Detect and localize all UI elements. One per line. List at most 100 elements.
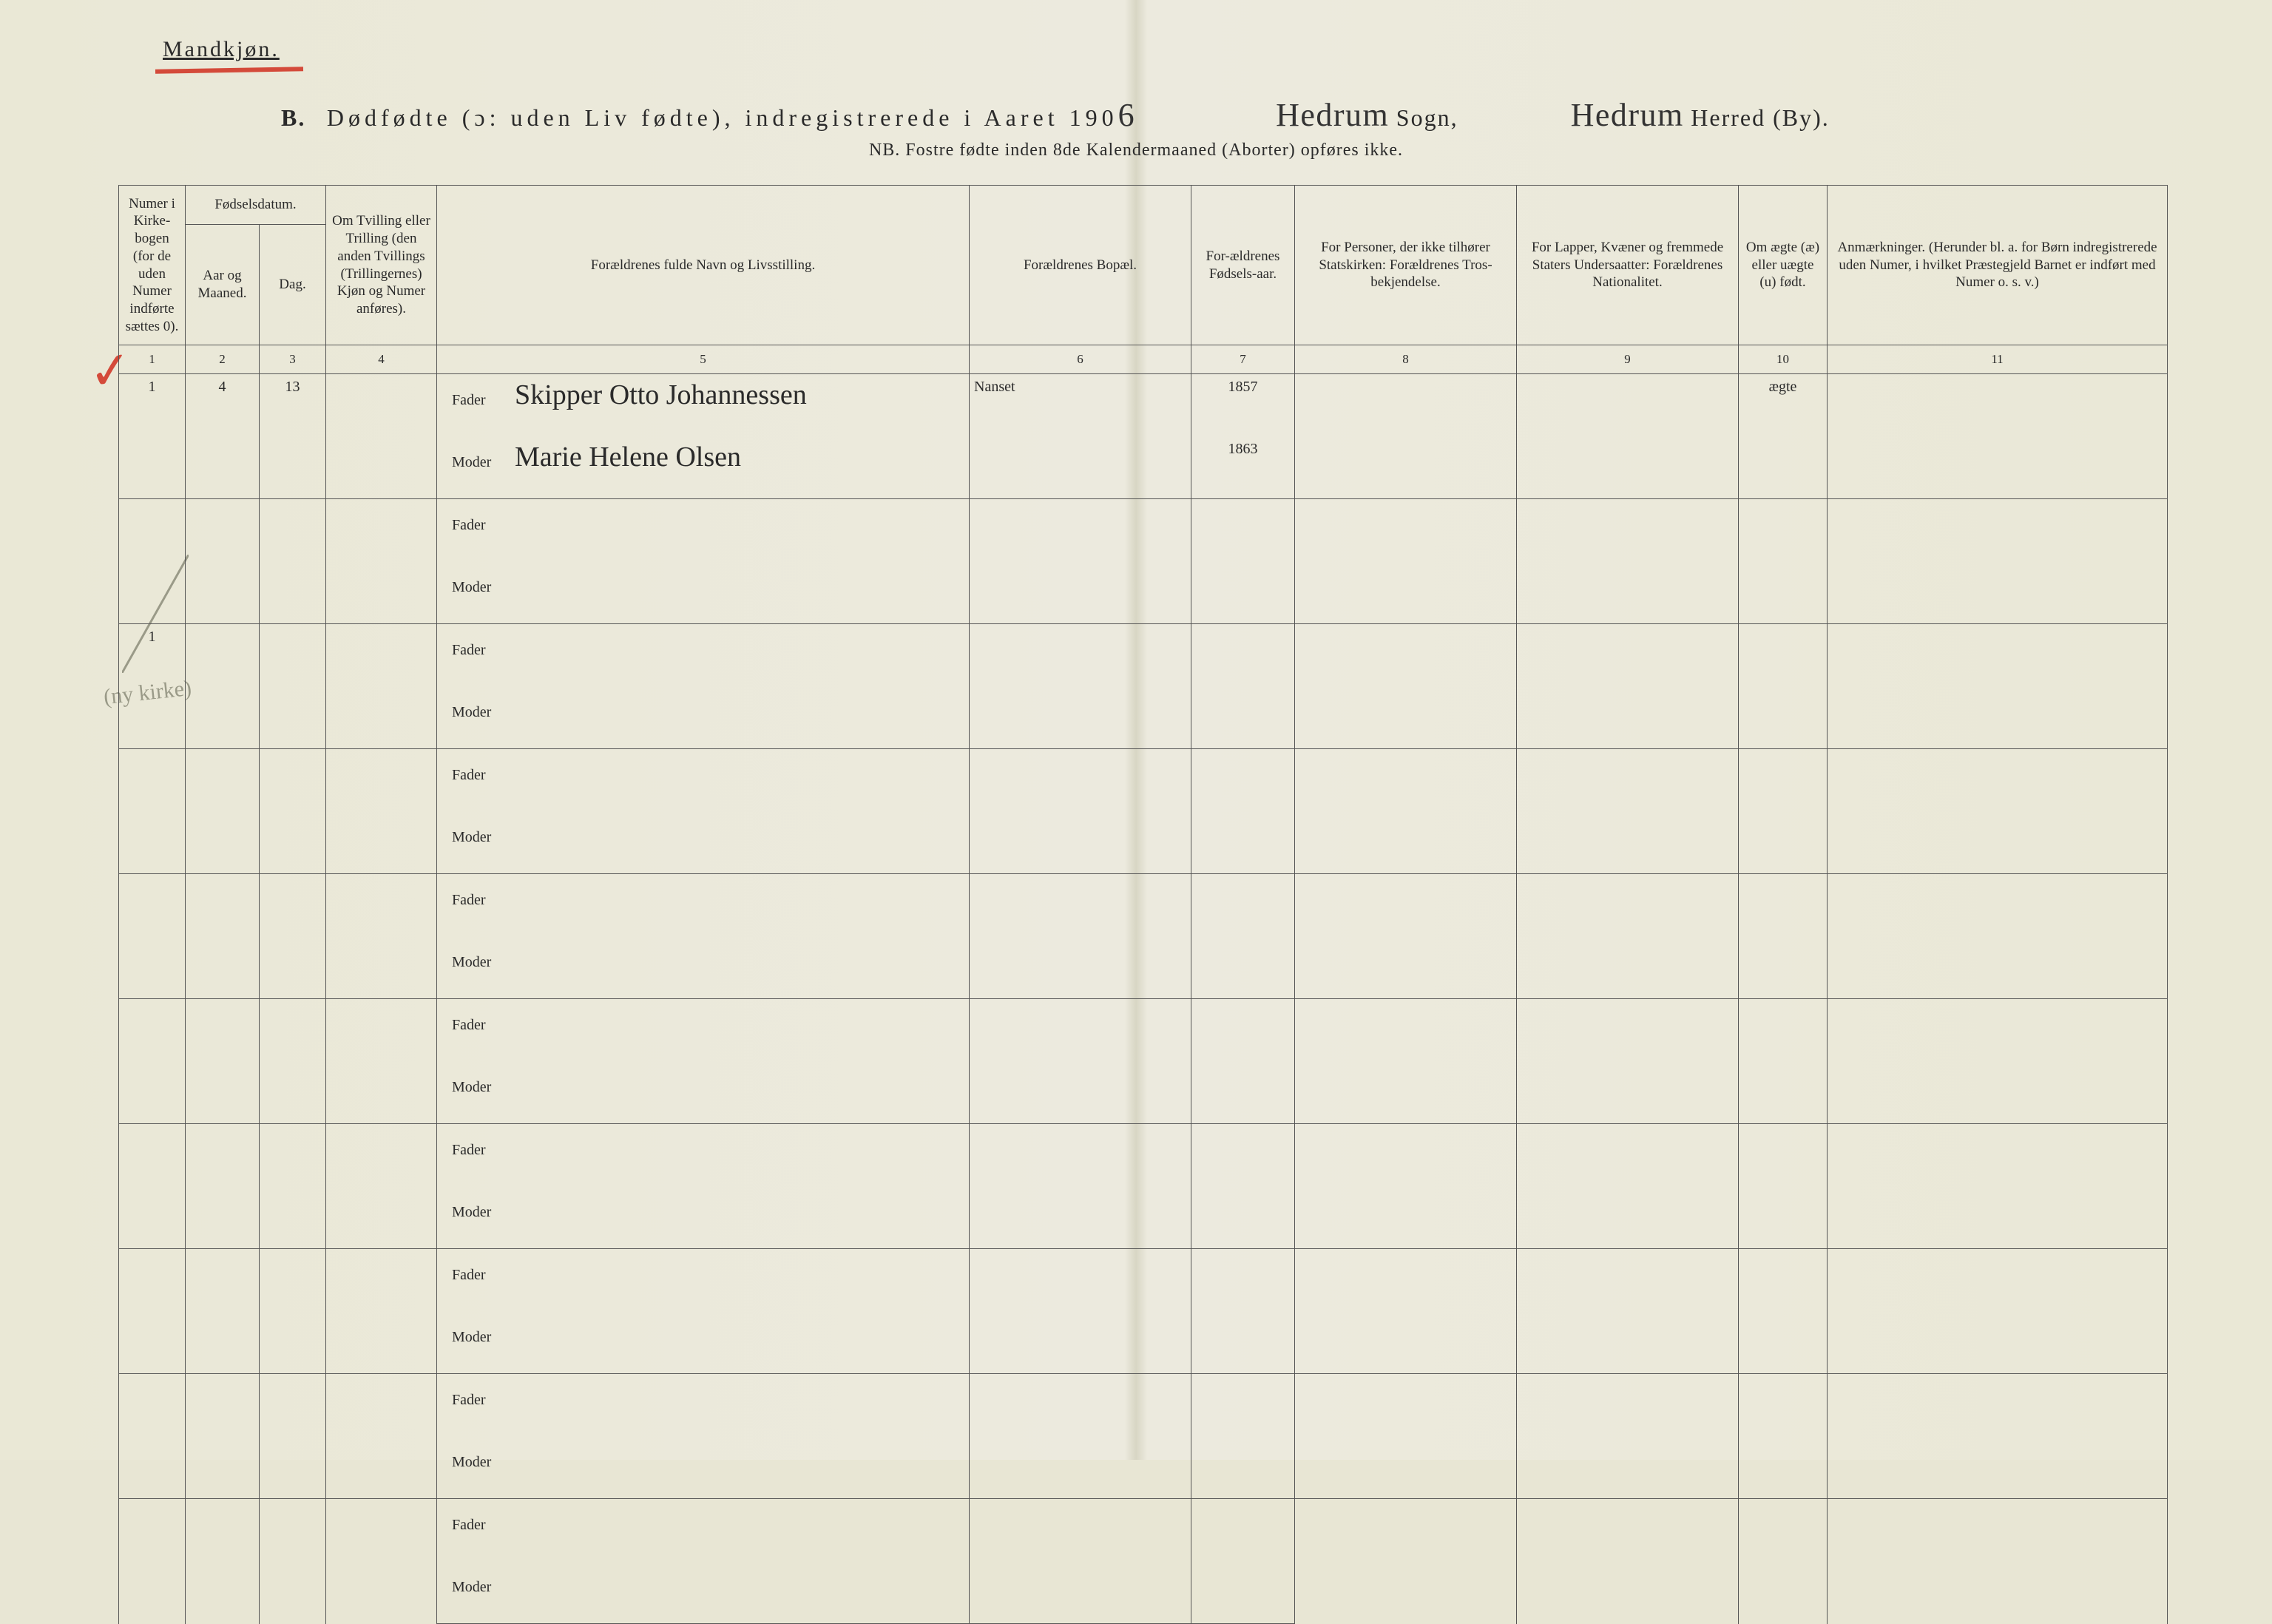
- col-header-6: Forældrenes Bopæl.: [970, 186, 1191, 345]
- cell-bopael: Nanset: [970, 374, 1191, 437]
- moder-label: Moder: [452, 1079, 511, 1096]
- cell-num: [119, 1124, 186, 1249]
- cell-month: [186, 499, 260, 624]
- col-header-7: For-ældrenes Fødsels-aar.: [1191, 186, 1295, 345]
- col-header-3: Dag.: [260, 225, 326, 345]
- table-row: Fader: [119, 874, 2168, 937]
- cell-bopael-2: [970, 1436, 1191, 1499]
- cell-tros: [1295, 999, 1517, 1124]
- cell-aegte: [1739, 749, 1828, 874]
- cell-moder: Moder: [437, 1436, 970, 1499]
- col-header-2: Aar og Maaned.: [186, 225, 260, 345]
- herred-label: Herred (By).: [1691, 104, 1829, 131]
- col-header-1: Numer i Kirke-bogen (for de uden Numer i…: [119, 186, 186, 345]
- cell-day: [260, 1499, 326, 1624]
- cell-num: 1: [119, 374, 186, 499]
- col-header-2-group: Fødselsdatum.: [186, 186, 326, 225]
- cell-nat: [1517, 374, 1739, 499]
- colnum-6: 6: [970, 345, 1191, 374]
- cell-day: 13: [260, 374, 326, 499]
- cell-twin: [326, 1499, 437, 1624]
- gender-label: Mandkjøn.: [163, 37, 280, 62]
- cell-month: 4: [186, 374, 260, 499]
- cell-bopael: [970, 499, 1191, 562]
- cell-fader-year: [1191, 1249, 1295, 1312]
- red-underline-mark: [155, 67, 303, 73]
- cell-moder: Moder: [437, 936, 970, 999]
- cell-twin: [326, 1374, 437, 1499]
- cell-month: [186, 999, 260, 1124]
- fader-label: Fader: [452, 1267, 511, 1284]
- cell-nat: [1517, 874, 1739, 999]
- year-digit: 6: [1118, 97, 1136, 133]
- cell-bopael-2: [970, 436, 1191, 499]
- cell-aegte: [1739, 499, 1828, 624]
- table-row: 1 Fader: [119, 624, 2168, 687]
- fader-label: Fader: [452, 1017, 511, 1034]
- moder-label: Moder: [452, 829, 511, 846]
- cell-bopael-2: [970, 1186, 1191, 1249]
- fader-label: Fader: [452, 767, 511, 784]
- cell-tros: [1295, 499, 1517, 624]
- cell-aegte: [1739, 1124, 1828, 1249]
- cell-num: [119, 749, 186, 874]
- cell-fader: Fader: [437, 499, 970, 562]
- cell-aegte: [1739, 624, 1828, 749]
- cell-bopael: [970, 1249, 1191, 1312]
- cell-month: [186, 749, 260, 874]
- cell-twin: [326, 1124, 437, 1249]
- cell-fader-year: [1191, 499, 1295, 562]
- cell-moder-year: [1191, 1561, 1295, 1624]
- fader-label: Fader: [452, 892, 511, 909]
- cell-anm: [1828, 749, 2168, 874]
- cell-moder-year: [1191, 561, 1295, 624]
- cell-bopael-2: [970, 1311, 1191, 1374]
- cell-moder-year: 1863: [1191, 436, 1295, 499]
- cell-tros: [1295, 874, 1517, 999]
- cell-nat: [1517, 624, 1739, 749]
- cell-num: [119, 874, 186, 999]
- cell-fader-year: [1191, 749, 1295, 812]
- moder-label: Moder: [452, 704, 511, 721]
- cell-anm: [1828, 1499, 2168, 1624]
- colnum-3: 3: [260, 345, 326, 374]
- cell-anm: [1828, 1124, 2168, 1249]
- cell-fader-year: [1191, 999, 1295, 1062]
- fader-label: Fader: [452, 642, 511, 659]
- fader-label: Fader: [452, 392, 511, 409]
- cell-bopael-2: [970, 1061, 1191, 1124]
- cell-fader-year: [1191, 1124, 1295, 1187]
- cell-fader: Fader: [437, 1499, 970, 1562]
- cell-num: [119, 1374, 186, 1499]
- cell-num: 1: [119, 624, 186, 749]
- colnum-4: 4: [326, 345, 437, 374]
- cell-day: [260, 999, 326, 1124]
- cell-fader: Fader: [437, 1124, 970, 1187]
- moder-label: Moder: [452, 454, 511, 471]
- cell-moder-year: [1191, 1186, 1295, 1249]
- cell-day: [260, 624, 326, 749]
- cell-moder: Moder: [437, 1561, 970, 1624]
- fader-name: Skipper Otto Johannessen: [515, 379, 807, 410]
- table-row: Fader: [119, 1249, 2168, 1312]
- col-header-9: For Lapper, Kvæner og fremmede Staters U…: [1517, 186, 1739, 345]
- cell-twin: [326, 499, 437, 624]
- cell-anm: [1828, 374, 2168, 499]
- cell-moder: Moder: [437, 1186, 970, 1249]
- cell-moder: Moder Marie Helene Olsen: [437, 436, 970, 499]
- cell-bopael: [970, 624, 1191, 687]
- table-row: Fader: [119, 1124, 2168, 1187]
- cell-fader: Fader: [437, 624, 970, 687]
- cell-bopael: [970, 749, 1191, 812]
- cell-tros: [1295, 374, 1517, 499]
- cell-tros: [1295, 1249, 1517, 1374]
- cell-twin: [326, 874, 437, 999]
- moder-label: Moder: [452, 1204, 511, 1221]
- cell-month: [186, 1374, 260, 1499]
- col-header-10: Om ægte (æ) eller uægte (u) født.: [1739, 186, 1828, 345]
- cell-num: [119, 999, 186, 1124]
- cell-aegte: ægte: [1739, 374, 1828, 499]
- cell-tros: [1295, 1374, 1517, 1499]
- cell-num: [119, 1499, 186, 1624]
- colnum-9: 9: [1517, 345, 1739, 374]
